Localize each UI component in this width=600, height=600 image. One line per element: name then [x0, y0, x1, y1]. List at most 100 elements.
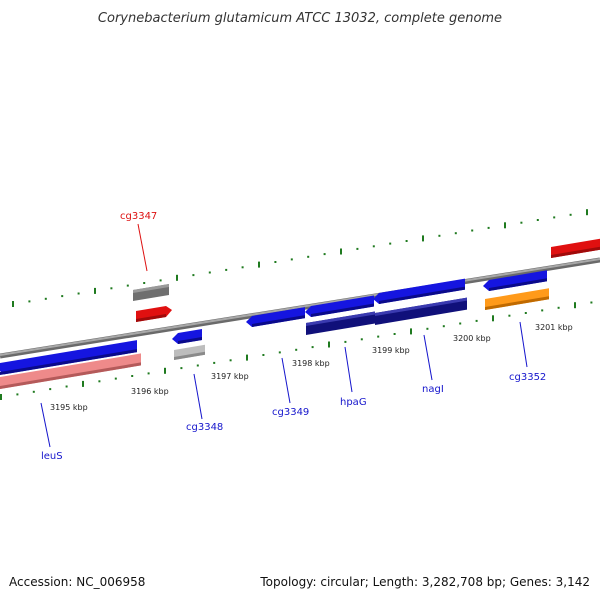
ruler-minor-tick [475, 319, 478, 322]
ruler-minor-tick [393, 333, 396, 335]
ruler-major-tick [176, 274, 178, 281]
label-hpaG[interactable]: hpaG [340, 397, 367, 408]
ruler-minor-tick [442, 325, 445, 328]
ruler-minor-tick [520, 221, 523, 224]
ruler-minor-tick [98, 380, 101, 383]
ruler-minor-tick [536, 219, 539, 221]
label-cg3348[interactable]: cg3348 [186, 422, 223, 433]
ruler-major-tick [0, 394, 2, 400]
ruler-major-tick [12, 301, 14, 307]
ruler-major-tick [340, 248, 342, 255]
label-cg3347[interactable]: cg3347 [120, 211, 157, 222]
tick-label-3200: 3200 kbp [453, 334, 491, 343]
ruler-minor-tick [356, 247, 359, 250]
ruler-minor-tick [32, 390, 35, 393]
ruler-minor-tick [180, 367, 183, 370]
gene-cg3348-track2[interactable] [174, 344, 205, 360]
ruler-minor-tick [114, 377, 117, 380]
accession-text: Accession: NC_006958 [9, 575, 145, 589]
tick-label-3197: 3197 kbp [211, 372, 249, 381]
label-nagI[interactable]: nagI [422, 384, 444, 395]
gene-nagI-track2[interactable] [375, 297, 467, 325]
ruler-minor-tick [192, 274, 195, 277]
tick-label-3201: 3201 kbp [535, 323, 573, 332]
ruler-minor-tick [295, 348, 298, 351]
ruler-minor-tick [28, 300, 31, 303]
ruler-minor-tick [65, 385, 68, 388]
ruler-minor-tick [278, 351, 281, 354]
ruler-major-tick [328, 341, 330, 348]
ruler-major-tick [586, 209, 588, 216]
ruler-minor-tick [553, 216, 556, 219]
label-leuS[interactable]: leuS [41, 451, 63, 462]
ruler-minor-tick [16, 393, 19, 396]
ruler-major-tick [164, 367, 166, 374]
ruler-minor-tick [377, 335, 380, 338]
ruler-minor-tick [213, 361, 216, 364]
gene-cg3352-arrow[interactable] [483, 270, 547, 292]
gene-leuS-track2[interactable] [0, 353, 141, 390]
ruler-minor-tick [360, 338, 363, 341]
gene-labels: cg3347 leuS cg3348 cg3349 hpaG nagI cg33… [40, 211, 546, 462]
label-cg3352[interactable]: cg3352 [509, 372, 546, 383]
gene-leuS-arrow[interactable] [0, 340, 137, 376]
genome-backbone [0, 257, 600, 359]
ruler-minor-tick [487, 226, 490, 229]
ruler-minor-tick [290, 258, 293, 261]
gene-cg3349-arrow[interactable] [246, 307, 305, 328]
ruler-minor-tick [471, 229, 474, 232]
tick-label-3195: 3195 kbp [50, 403, 88, 412]
label-cg3349[interactable]: cg3349 [272, 407, 309, 418]
gene-hpaG-arrow[interactable] [305, 295, 374, 318]
ruler-minor-tick [307, 255, 310, 258]
ruler-major-tick [82, 380, 84, 387]
ruler-minor-tick [557, 306, 560, 309]
ruler-minor-tick [569, 213, 572, 216]
genome-summary-text: Topology: circular; Length: 3,282,708 bp… [259, 575, 590, 589]
gene-cg3347-arrow[interactable] [136, 305, 172, 322]
map-title: Corynebacterium glutamicum ATCC 13032, c… [98, 11, 502, 26]
scale-labels: 3195 kbp 3196 kbp 3197 kbp 3198 kbp 3199… [50, 323, 573, 412]
ruler-major-tick [258, 261, 260, 268]
ruler-minor-tick [126, 284, 129, 287]
ruler-minor-tick [159, 279, 162, 282]
ruler-minor-tick [541, 309, 544, 312]
gene-features [0, 238, 600, 390]
ruler-major-tick [574, 302, 576, 309]
ruler-minor-tick [61, 295, 64, 298]
ruler-minor-tick [454, 232, 457, 235]
outer-tick-row [12, 209, 588, 307]
gene-cg3347-track-gray[interactable] [133, 283, 169, 301]
ruler-minor-tick [405, 240, 408, 242]
ruler-minor-tick [131, 375, 134, 377]
ruler-major-tick [504, 222, 506, 229]
gene-hpaG-track2[interactable] [306, 311, 375, 335]
gene-edge-red-arrow[interactable] [551, 238, 600, 258]
ruler-minor-tick [208, 271, 211, 274]
ruler-minor-tick [311, 346, 314, 349]
ruler-minor-tick [110, 287, 113, 290]
ruler-minor-tick [426, 327, 429, 330]
ruler-major-tick [422, 235, 424, 242]
tick-label-3198: 3198 kbp [292, 359, 330, 368]
ruler-major-tick [246, 354, 248, 361]
ruler-minor-tick [323, 253, 326, 256]
tick-label-3196: 3196 kbp [131, 387, 169, 396]
ruler-minor-tick [438, 234, 441, 237]
ruler-minor-tick [344, 340, 347, 343]
ruler-minor-tick [241, 266, 244, 269]
ruler-major-tick [492, 315, 494, 322]
ruler-minor-tick [372, 245, 375, 248]
ruler-minor-tick [49, 388, 52, 391]
ruler-minor-tick [44, 297, 47, 300]
ruler-minor-tick [147, 372, 150, 375]
ruler-minor-tick [508, 314, 511, 317]
ruler-minor-tick [524, 312, 527, 314]
ruler-minor-tick [459, 322, 462, 325]
inner-tick-row [0, 301, 593, 400]
ruler-minor-tick [274, 261, 277, 263]
gene-nagI-arrow[interactable] [373, 278, 465, 305]
gene-cg3348-arrow[interactable] [172, 328, 202, 345]
gene-cg3352-track2[interactable] [485, 288, 549, 310]
